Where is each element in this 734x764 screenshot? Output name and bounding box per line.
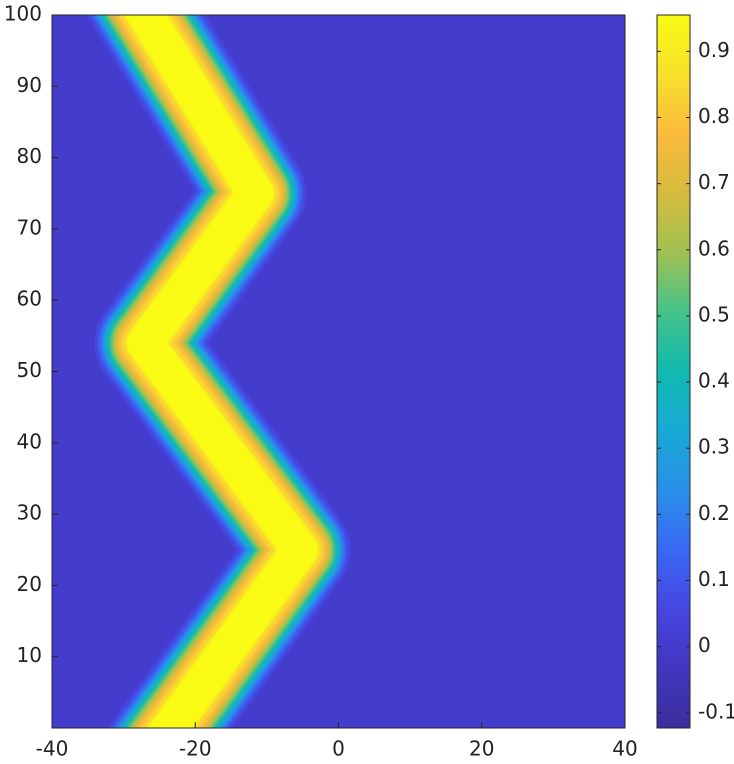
colorbar-tick-label: 0.6 (698, 236, 730, 260)
y-tick-label: 50 (17, 358, 42, 382)
ridge-level (125, 15, 318, 728)
colorbar-tick-label: 0.8 (698, 104, 730, 128)
colorbar-tick-label: 0.7 (698, 170, 730, 194)
x-tick-label: 40 (612, 737, 637, 761)
x-tick-label: 0 (332, 737, 345, 761)
colorbar-tick-label: 0.4 (698, 369, 730, 393)
y-tick-label: 100 (4, 2, 42, 26)
x-tick-label: 20 (469, 737, 494, 761)
y-tick-label: 80 (17, 144, 42, 168)
colorbar (656, 14, 691, 729)
y-tick-label: 60 (17, 287, 42, 311)
y-tick-label: 30 (17, 501, 42, 525)
colorbar-tick-label: 0 (698, 633, 711, 657)
colorbar-tick-label: 0.5 (698, 302, 730, 326)
colorbar-tick-label: 0.1 (698, 567, 730, 591)
x-tick-label: -20 (179, 737, 212, 761)
x-tick-label: -40 (36, 737, 69, 761)
plot-area (52, 15, 625, 728)
colorbar-tick-label: 0.9 (698, 38, 730, 62)
y-tick-label: 70 (17, 215, 42, 239)
colorbar-tick-label: -0.1 (698, 699, 734, 723)
colorbar-tick-label: 0.2 (698, 501, 730, 525)
y-tick-label: 10 (17, 643, 42, 667)
y-tick-label: 40 (17, 429, 42, 453)
colorbar-tick-label: 0.3 (698, 435, 730, 459)
y-tick-label: 20 (17, 572, 42, 596)
axes: -40 -20 0 20 40 10 20 30 40 50 60 70 80 90 100 -0.1 0 0.1… (4, 2, 734, 761)
y-tick-label: 90 (17, 73, 42, 97)
